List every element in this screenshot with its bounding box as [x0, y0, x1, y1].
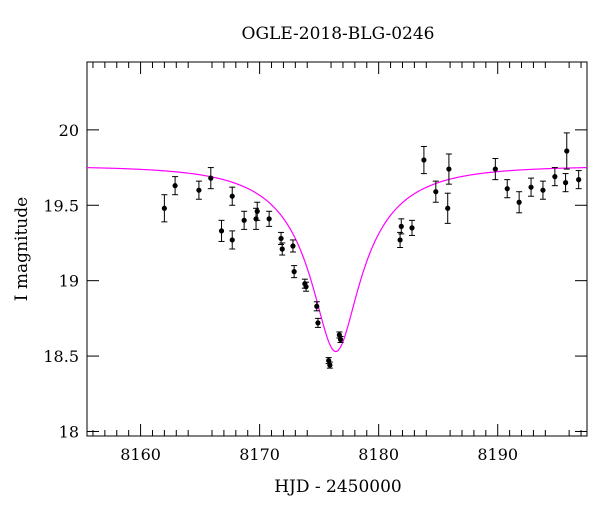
data-point: [445, 153, 452, 185]
y-tick-label: 18.5: [43, 347, 79, 366]
y-tick-label: 20: [59, 121, 79, 140]
point-marker: [315, 320, 321, 326]
data-point: [172, 176, 179, 196]
data-point: [254, 201, 261, 221]
data-point: [229, 230, 236, 250]
data-point: [313, 301, 320, 312]
chart-title: OGLE-2018-BLG-0246: [242, 24, 435, 44]
point-marker: [303, 284, 309, 290]
minor-ticks: [92, 62, 582, 436]
x-axis-label: HJD - 2450000: [274, 477, 402, 497]
data-point: [241, 210, 248, 230]
point-marker: [516, 199, 522, 205]
data-point: [218, 219, 225, 242]
point-marker: [528, 184, 534, 190]
major-ticks: [87, 62, 587, 436]
y-tick-label: 18: [59, 422, 79, 441]
point-marker: [433, 189, 439, 195]
data-point: [314, 317, 321, 328]
point-marker: [445, 205, 451, 211]
point-marker: [254, 208, 260, 214]
data-point: [539, 180, 546, 200]
point-marker: [314, 303, 320, 309]
data-point: [266, 210, 273, 227]
point-marker: [327, 362, 333, 368]
data-point: [444, 192, 451, 224]
data-point: [551, 167, 558, 187]
x-tick-label: 8180: [358, 445, 399, 464]
data-point: [420, 145, 427, 175]
data-point: [516, 191, 523, 214]
point-marker: [241, 217, 247, 223]
point-marker: [291, 269, 297, 275]
point-marker: [266, 216, 272, 222]
point-marker: [576, 177, 582, 183]
data-point: [303, 281, 310, 292]
data-point: [195, 180, 202, 200]
x-tick-label: 8190: [477, 445, 518, 464]
point-marker: [278, 235, 284, 242]
point-marker: [172, 183, 178, 189]
data-point: [504, 179, 511, 199]
point-marker: [421, 157, 427, 163]
x-tick-labels: 8160 8170 8180 8190: [120, 445, 518, 464]
point-marker: [446, 166, 452, 172]
data-point: [492, 158, 499, 181]
point-marker: [290, 243, 296, 249]
point-marker: [552, 174, 558, 180]
data-point: [562, 173, 569, 193]
point-marker: [397, 237, 403, 243]
data-point: [397, 231, 404, 248]
data-point: [229, 186, 236, 206]
data-point: [432, 180, 439, 203]
data-point: [398, 218, 405, 235]
point-marker: [409, 225, 415, 231]
data-point: [291, 265, 298, 279]
point-marker: [279, 246, 285, 252]
point-marker: [564, 148, 570, 154]
plot-frame: [86, 61, 588, 437]
point-marker: [337, 336, 344, 343]
x-tick-label: 8160: [120, 445, 161, 464]
point-marker: [398, 223, 404, 229]
data-points: [161, 132, 582, 369]
y-tick-labels: 18 18.5 19 19.5 20: [43, 121, 79, 442]
data-point: [289, 239, 296, 253]
y-tick-label: 19: [59, 272, 79, 291]
data-point: [528, 177, 535, 197]
model-curve: [86, 166, 588, 353]
data-point: [563, 132, 570, 170]
y-axis-label: I magnitude: [12, 197, 32, 301]
data-point: [409, 219, 415, 236]
point-marker: [208, 175, 214, 181]
point-marker: [218, 228, 225, 234]
data-point: [278, 231, 285, 245]
data-point: [337, 335, 344, 343]
point-marker: [492, 166, 498, 172]
x-tick-label: 8170: [239, 445, 280, 464]
point-marker: [540, 187, 546, 193]
data-point: [207, 167, 214, 190]
point-marker: [562, 180, 569, 186]
data-point: [161, 194, 168, 223]
data-point: [326, 361, 333, 369]
point-marker: [196, 187, 202, 193]
data-point: [575, 170, 582, 190]
point-marker: [504, 186, 510, 192]
point-marker: [229, 237, 235, 243]
point-marker: [229, 193, 235, 199]
y-tick-label: 19.5: [43, 196, 79, 215]
data-point: [279, 242, 286, 256]
point-marker: [161, 205, 167, 211]
